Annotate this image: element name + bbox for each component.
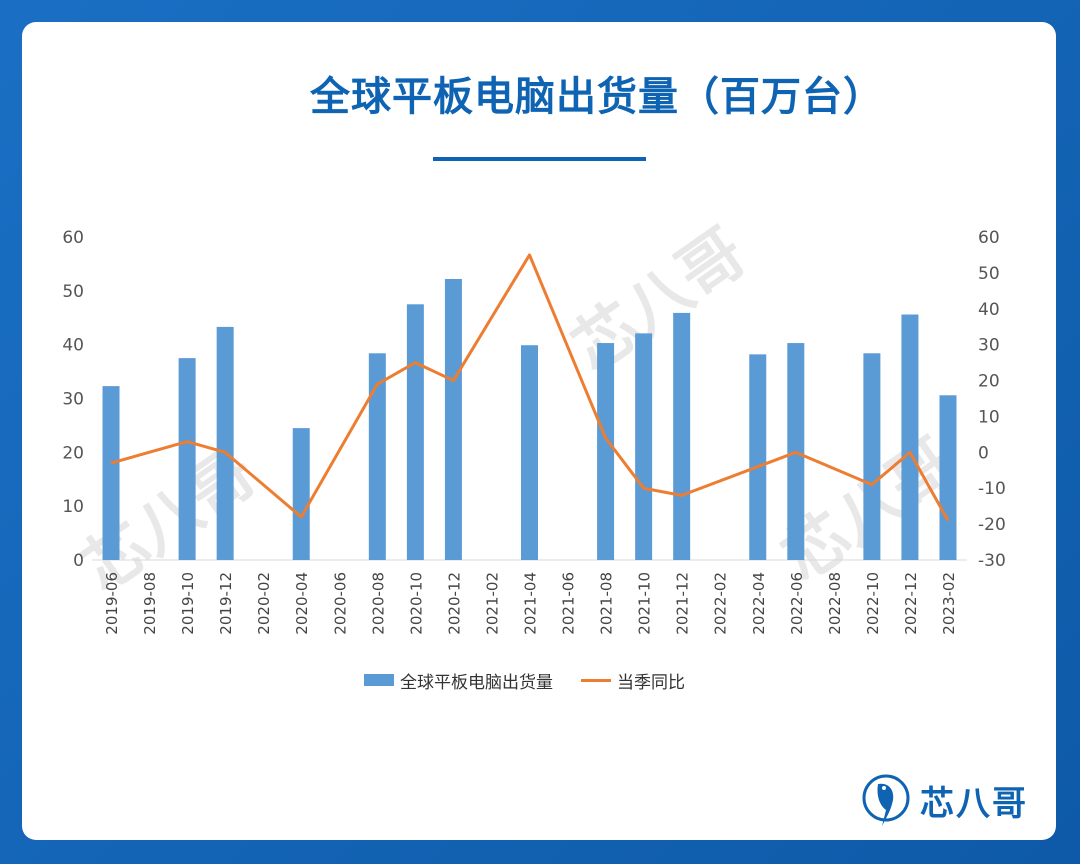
- legend-label-yoy: 当季同比: [617, 672, 685, 693]
- bar-shipments: [292, 428, 310, 560]
- brand-name: 芯八哥: [920, 783, 1028, 824]
- x-tick-label: 2019-08: [141, 572, 159, 635]
- bar-shipments: [939, 395, 957, 560]
- y-left-tick-label: 30: [62, 390, 84, 410]
- x-tick-label: 2022-04: [750, 572, 768, 635]
- y-right-tick-label: 30: [978, 336, 1000, 356]
- x-tick-label: 2020-04: [293, 572, 311, 635]
- bar-shipments: [216, 326, 234, 560]
- y-left-tick-label: 10: [62, 497, 84, 517]
- x-tick-label: 2022-12: [902, 572, 920, 635]
- chart-title: 全球平板电脑出货量（百万台）: [310, 74, 884, 120]
- y-right-tick-label: 60: [978, 228, 1000, 248]
- line-yoy: [110, 253, 950, 522]
- x-tick-label: 2022-08: [826, 572, 844, 635]
- x-tick-label: 2023-02: [940, 572, 958, 635]
- bar-shipments: [406, 304, 424, 560]
- x-tick-label: 2021-10: [636, 572, 654, 635]
- bar-shipments: [863, 353, 881, 560]
- bar-shipments: [597, 343, 615, 560]
- bar-shipments: [178, 358, 196, 560]
- bar-shipments: [102, 386, 120, 560]
- brand-logo: 芯八哥: [860, 770, 1028, 830]
- x-tick-label: 2020-10: [407, 572, 425, 635]
- y-right-tick-label: -10: [978, 479, 1006, 499]
- bird-logo-icon: [862, 774, 910, 826]
- chart-legend: 全球平板电脑出货量 当季同比: [364, 667, 685, 693]
- x-tick-label: 2019-06: [103, 572, 121, 635]
- y-right-tick-label: 40: [978, 300, 1000, 320]
- bar-shipments: [749, 354, 767, 560]
- legend-label-shipments: 全球平板电脑出货量: [400, 672, 553, 693]
- x-tick-label: 2020-02: [255, 572, 273, 635]
- y-right-tick-label: -30: [978, 551, 1006, 571]
- x-tick-label: 2021-04: [522, 572, 540, 635]
- legend-line-swatch: [581, 678, 611, 682]
- x-tick-label: 2020-12: [445, 572, 463, 635]
- x-tick-label: 2022-02: [712, 572, 730, 635]
- y-right-tick-label: -20: [978, 515, 1006, 535]
- x-tick-label: 2020-08: [369, 572, 387, 635]
- bar-shipments: [901, 314, 919, 560]
- bar-shipments: [673, 312, 691, 560]
- bar-shipments: [635, 333, 653, 560]
- x-tick-label: 2019-12: [217, 572, 235, 635]
- x-tick-label: 2021-02: [483, 572, 501, 635]
- x-tick-label: 2021-08: [598, 572, 616, 635]
- x-tick-label: 2022-06: [788, 572, 806, 635]
- bar-shipments: [521, 345, 538, 560]
- y-right-tick-label: 10: [978, 407, 1000, 427]
- title-underline: [433, 157, 646, 161]
- bar-shipments: [368, 353, 386, 560]
- y-right-tick-label: 0: [978, 443, 989, 463]
- y-left-tick-label: 40: [62, 336, 84, 356]
- x-tick-label: 2022-10: [864, 572, 882, 635]
- legend-bar-swatch: [364, 674, 394, 686]
- y-left-tick-label: 60: [62, 228, 84, 248]
- y-right-tick-label: 20: [978, 372, 1000, 392]
- y-left-tick-label: 50: [62, 282, 84, 302]
- x-tick-label: 2021-06: [560, 572, 578, 635]
- x-tick-label: 2019-10: [179, 572, 197, 635]
- y-right-tick-label: 50: [978, 264, 1000, 284]
- x-tick-label: 2020-06: [331, 572, 349, 635]
- y-left-tick-label: 20: [62, 443, 84, 463]
- y-left-tick-label: 0: [73, 551, 84, 571]
- bar-shipments: [444, 278, 462, 560]
- x-tick-label: 2021-12: [674, 572, 692, 635]
